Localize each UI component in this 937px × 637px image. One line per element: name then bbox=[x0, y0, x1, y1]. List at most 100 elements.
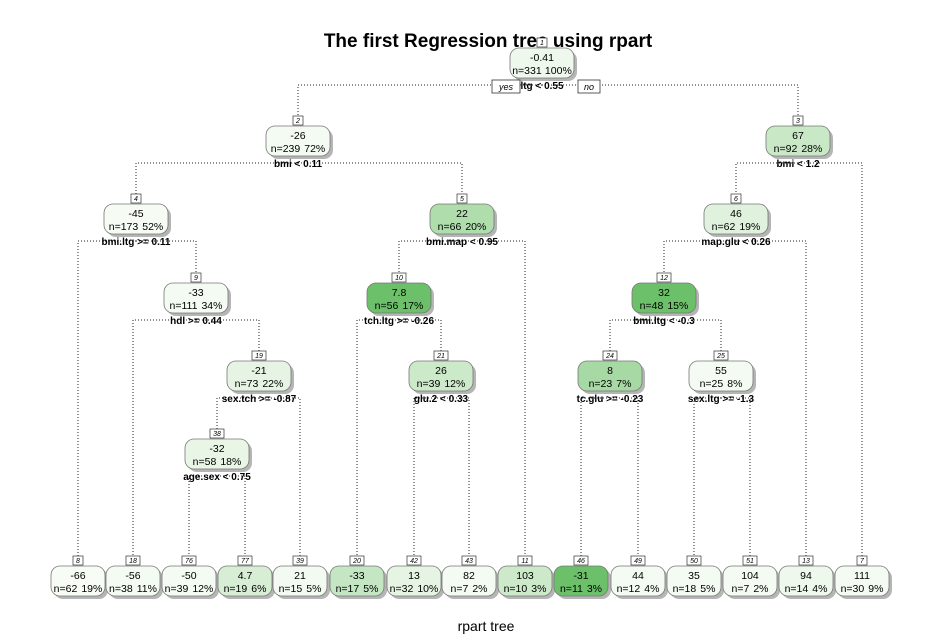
node-n: n=66 bbox=[438, 221, 462, 233]
tree-node: 50 35n=18 5% bbox=[666, 555, 724, 599]
tree-edge bbox=[188, 475, 217, 559]
node-box bbox=[722, 565, 778, 597]
node-id-box bbox=[656, 272, 672, 283]
node-n: n=30 bbox=[841, 583, 865, 595]
node-value: 103 bbox=[516, 570, 534, 582]
node-id: 5 bbox=[460, 196, 464, 203]
node-count: n=48 15% bbox=[640, 300, 689, 312]
node-value: 104 bbox=[741, 570, 759, 582]
node-pct: 5% bbox=[306, 583, 321, 595]
node-count: n=92 28% bbox=[774, 143, 823, 155]
tree-nodes: 1-0.41n=331 100%ltg < 0.552-26n=239 72%bmi… bbox=[50, 37, 892, 599]
node-id-box bbox=[406, 555, 422, 566]
node-pct: 34% bbox=[201, 300, 222, 312]
node-id-box bbox=[391, 272, 407, 283]
node-id: 49 bbox=[634, 558, 642, 565]
node-value: 21 bbox=[294, 570, 306, 582]
node-value: -26 bbox=[290, 130, 305, 142]
node-count: n=111 34% bbox=[170, 300, 223, 312]
node-id-box bbox=[190, 272, 202, 283]
node-id-box bbox=[856, 555, 868, 566]
tree-edge bbox=[217, 475, 246, 559]
node-pct: 6% bbox=[251, 583, 266, 595]
tree-node: 76 -50n=39 12% bbox=[161, 555, 219, 599]
node-box bbox=[765, 125, 831, 157]
node-id: 39 bbox=[296, 558, 304, 565]
tree-node: 38 -32n=58 18% age.sex < 0.75 bbox=[183, 428, 252, 483]
node-box bbox=[163, 282, 229, 314]
node-id: 8 bbox=[76, 558, 80, 565]
node-split-rule: sex.ltg >= -1.3 bbox=[688, 394, 755, 405]
node-count: n=19 6% bbox=[224, 583, 267, 595]
node-n: n=19 bbox=[224, 583, 248, 595]
tree-edge bbox=[663, 240, 736, 276]
node-n: n=239 bbox=[271, 143, 301, 155]
node-count: n=73 22% bbox=[235, 378, 284, 390]
node-id: 7 bbox=[860, 558, 865, 565]
node-id: 46 bbox=[577, 558, 585, 565]
node-n: n=62 bbox=[712, 221, 736, 233]
node-n: n=73 bbox=[235, 378, 259, 390]
node-id: 76 bbox=[185, 558, 193, 565]
node-box bbox=[408, 360, 474, 392]
no-label: no bbox=[584, 82, 594, 92]
node-n: n=39 bbox=[165, 583, 189, 595]
node-n: n=17 bbox=[336, 583, 360, 595]
node-id-box bbox=[125, 555, 141, 566]
node-id: 6 bbox=[734, 196, 738, 203]
tree-node: 19 -21n=73 22% sex.tch >= -0.87 bbox=[222, 350, 297, 405]
node-count: n=7 2% bbox=[732, 583, 769, 595]
node-id: 10 bbox=[395, 275, 403, 282]
node-n: n=56 bbox=[375, 300, 399, 312]
node-pct: 3% bbox=[531, 583, 546, 595]
tree-edge bbox=[77, 240, 136, 559]
node-split-rule: bmi.map < 0.95 bbox=[426, 237, 498, 248]
tree-edge bbox=[721, 397, 751, 559]
tree-edge bbox=[798, 162, 863, 559]
node-box bbox=[441, 565, 497, 597]
node-pct: 11% bbox=[137, 583, 157, 595]
node-value: 46 bbox=[730, 208, 742, 220]
node-count: n=10 3% bbox=[504, 583, 547, 595]
node-pct: 5% bbox=[700, 583, 715, 595]
node-pct: 5% bbox=[363, 583, 378, 595]
node-box bbox=[703, 203, 769, 235]
node-count: n=7 2% bbox=[451, 583, 488, 595]
node-split-rule: bmi < 0.11 bbox=[274, 159, 323, 170]
node-count: n=331 100% bbox=[512, 65, 572, 77]
node-box bbox=[631, 282, 697, 314]
node-pct: 19% bbox=[81, 583, 102, 595]
node-pct: 9% bbox=[868, 583, 883, 595]
tree-edge bbox=[580, 397, 610, 559]
node-id: 3 bbox=[796, 118, 800, 125]
node-id-box bbox=[237, 555, 253, 566]
node-pct: 4% bbox=[644, 583, 659, 595]
node-split-rule: ltg < 0.55 bbox=[520, 81, 564, 92]
node-value: -33 bbox=[349, 570, 364, 582]
yes-label: yes bbox=[498, 82, 514, 92]
node-value: -56 bbox=[125, 570, 140, 582]
tree-node: 20 -33n=17 5% bbox=[329, 555, 387, 599]
node-split-rule: tch.ltg >= -0.26 bbox=[364, 316, 434, 327]
node-n: n=25 bbox=[700, 378, 724, 390]
node-id-box bbox=[461, 555, 477, 566]
node-pct: 28% bbox=[801, 143, 822, 155]
node-box bbox=[226, 360, 292, 392]
tree-node: 77 4.7n=19 6% bbox=[217, 555, 275, 599]
node-value: -33 bbox=[188, 287, 203, 299]
node-value: -50 bbox=[181, 570, 196, 582]
tree-node: 39 21n=15 5% bbox=[272, 555, 330, 599]
node-id-box bbox=[517, 555, 533, 566]
node-count: n=25 8% bbox=[700, 378, 743, 390]
tree-edge bbox=[462, 240, 526, 559]
tree-node: 6 46n=62 19% map.glu < 0.26 bbox=[701, 193, 771, 248]
node-box bbox=[666, 565, 722, 597]
tree-edge bbox=[216, 397, 259, 432]
node-count: n=239 72% bbox=[271, 143, 326, 155]
node-pct: 22% bbox=[262, 378, 283, 390]
node-id: 77 bbox=[241, 558, 250, 565]
tree-edge bbox=[542, 84, 799, 119]
node-box bbox=[610, 565, 666, 597]
node-value: 32 bbox=[658, 287, 670, 299]
node-split-rule: glu.2 < 0.33 bbox=[414, 394, 469, 405]
